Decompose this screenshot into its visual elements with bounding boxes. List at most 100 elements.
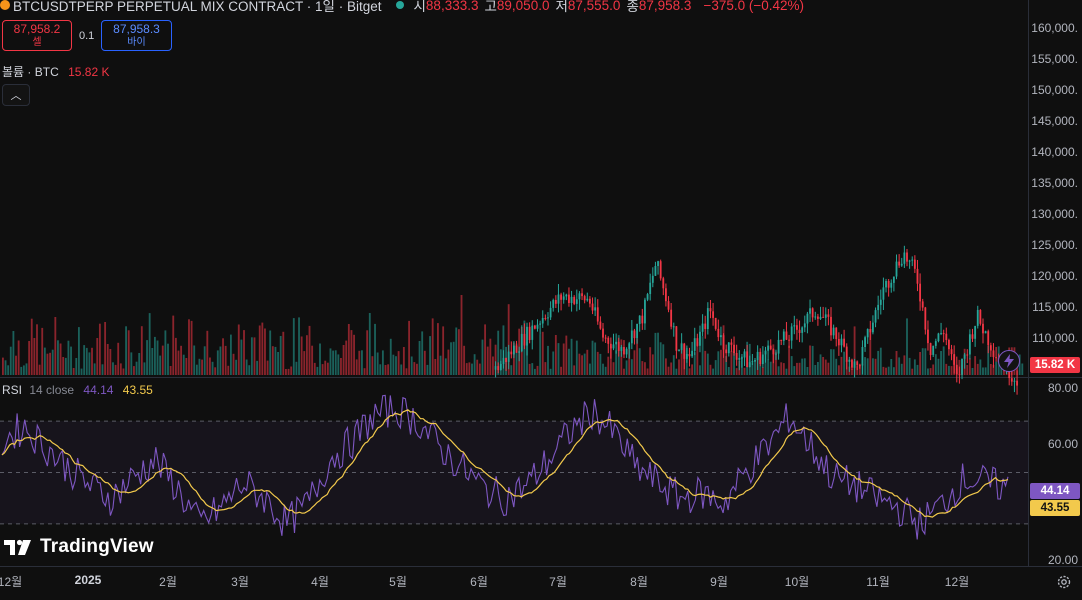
time-axis-label: 5월 [389,575,407,589]
volume-bar [258,325,261,375]
volume-bar [180,345,183,375]
tradingview-logo-icon [4,539,31,555]
buy-button[interactable]: 87,958.3 바이 [101,20,172,51]
candle-body [609,343,612,349]
candle-body [950,349,953,355]
volume-bar [319,343,321,375]
volume-bar [625,360,628,375]
volume-bar [764,350,767,375]
volume-bar [15,355,17,375]
volume-bar [439,355,442,375]
flash-icon[interactable] [998,350,1020,372]
volume-bar [222,338,224,375]
candle-body [932,345,935,355]
volume-bar [237,324,240,375]
candle-body [507,351,510,362]
candle-body [790,326,793,341]
volume-bar [885,367,887,375]
volume-bar [879,347,882,375]
volume-bar [112,362,114,375]
volume-bar [549,368,552,375]
volume-bar [342,345,345,375]
sell-price: 87,958.2 [13,21,61,36]
volume-bar [303,351,306,375]
price-axis-label: 130,000. [1031,207,1078,221]
volume-bar [701,336,704,375]
collapse-legend-button[interactable]: ︿ [2,84,30,106]
time-axis-label: 3월 [231,575,249,589]
volume-bar [410,356,413,375]
volume-bar [384,365,387,375]
volume-bar [308,325,311,375]
volume-bar [266,360,269,375]
volume-bar [253,337,256,375]
gear-icon[interactable] [1056,574,1072,590]
chevron-up-icon: ︿ [10,90,22,102]
volume-bar [437,323,439,375]
volume-bar [942,346,945,375]
rsi-line [1,394,1009,540]
candle-body [547,317,549,319]
candle-body [510,351,513,355]
candle-body [987,331,990,346]
tradingview-logo[interactable]: TradingView [4,536,154,558]
volume-bar [816,362,819,375]
volume-bar [216,350,219,375]
candle-body [722,335,725,350]
sell-button[interactable]: 87,958.2 셀 [2,20,72,51]
volume-bar [974,356,977,375]
volume-bar [140,326,143,375]
candle-body [948,340,950,350]
rsi-axis-label: 20.00 [1047,553,1078,567]
volume-bar [350,330,353,375]
volume-bar [235,359,238,375]
price-axis-label: 150,000. [1031,83,1078,97]
candle-body [963,354,966,359]
volume-bar [903,355,906,375]
candle-body [974,325,977,339]
volume-bar [890,359,893,375]
volume-legend-value: 15.82 K [68,65,110,79]
volume-bar [49,352,51,375]
candle-body [513,345,515,355]
volume-bar [819,354,822,375]
volume-bar [575,340,578,375]
volume-bar [751,362,754,375]
volume-bar [840,356,843,375]
volume-bar [447,349,450,375]
volume-bar [866,358,869,375]
candle-body [602,328,604,338]
volume-bar [156,340,159,375]
volume-legend[interactable]: 볼륨 · BTC 15.82 K [2,63,109,80]
candle-body [843,338,846,347]
volume-bar [806,367,809,375]
candle-body [824,314,827,318]
volume-bar [358,350,361,375]
volume-bar [77,327,80,375]
candle-body [670,309,673,327]
volume-bar [599,353,602,375]
candle-body [840,338,843,346]
volume-bar [117,342,120,375]
volume-bar [402,347,405,375]
symbol-title[interactable]: BTCUSDTPERP PERPETUAL MIX CONTRACT · 1일 … [13,0,382,14]
candle-body [856,361,859,366]
candle-body [646,294,649,300]
volume-bar [381,350,384,375]
candle-body [733,344,735,353]
candle-body [816,316,819,319]
candle-body [885,281,887,288]
rsi-legend[interactable]: RSI 14 close 44.14 43.55 [2,383,153,397]
volume-bar [979,359,982,375]
volume-bar [706,353,709,375]
volume-bar [33,338,36,375]
volume-bar [554,335,557,375]
volume-bar [243,330,245,375]
candle-body [937,333,940,342]
volume-bar [604,366,607,375]
volume-bar [206,330,209,375]
candle-body [759,351,762,364]
rsi-value-tag: 44.14 [1030,483,1080,499]
volume-bar [193,345,196,375]
